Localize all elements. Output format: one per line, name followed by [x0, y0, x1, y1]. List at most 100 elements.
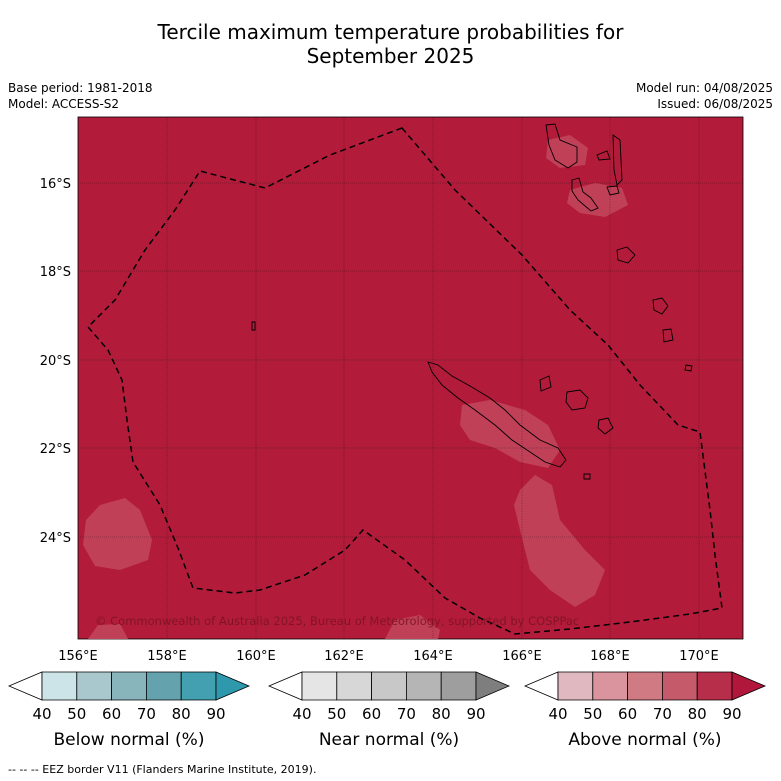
- vanuatu-small-2: [612, 134, 623, 186]
- colorbar-tick-label: 70: [396, 705, 416, 723]
- colorbar-tick-label: 60: [618, 705, 638, 723]
- patch-vanuatu-north: [546, 135, 588, 168]
- colorbar-tick-label: 40: [292, 705, 312, 723]
- colorbar-tick-label: 80: [687, 705, 707, 723]
- colorbar-tick-label: 70: [652, 705, 672, 723]
- lat-tick-label: 24°S: [40, 531, 71, 546]
- colorbar-swatch: [406, 671, 442, 701]
- patch-south-east: [514, 475, 605, 607]
- colorbar-swatch: [111, 671, 147, 701]
- colorbar-swatch: [440, 671, 477, 701]
- lat-tick-label: 20°S: [40, 354, 71, 369]
- colorbar: [268, 671, 510, 701]
- lon-tick-label: 156°E: [58, 649, 98, 664]
- colorbar-label: Below normal (%): [53, 730, 205, 750]
- colorbar-swatch: [371, 671, 407, 701]
- colorbar-swatch: [731, 671, 766, 701]
- vanuatu-small-5: [684, 364, 693, 372]
- patch-bottom-left: [88, 624, 128, 639]
- colorbar: [8, 671, 250, 701]
- colorbar-tick-label: 60: [362, 705, 382, 723]
- vanuatu-espiritu-santo: [545, 123, 578, 169]
- lon-tick-label: 162°E: [324, 649, 364, 664]
- lon-tick-label: 158°E: [147, 649, 187, 664]
- colorbar-swatch: [76, 671, 112, 701]
- colorbar-swatch: [662, 671, 698, 701]
- lon-tick-label: 168°E: [590, 649, 630, 664]
- colorbar-tick-label: 90: [722, 705, 742, 723]
- lat-tick-label: 16°S: [40, 177, 71, 192]
- vanuatu-tanna: [652, 297, 669, 315]
- colorbar-swatch: [627, 671, 663, 701]
- lon-tick-label: 170°E: [679, 649, 719, 664]
- colorbar-tick-label: 60: [102, 705, 122, 723]
- lat-tick-label: 22°S: [40, 442, 71, 457]
- colorbar-swatch: [180, 671, 217, 701]
- title-line-1: Tercile maximum temperature probabilitie…: [157, 20, 624, 44]
- colorbar-swatch: [557, 671, 594, 701]
- patch-bottom: [385, 615, 440, 639]
- colorbar-tick-label: 50: [327, 705, 347, 723]
- colorbar-swatch: [475, 671, 510, 701]
- vanuatu-small-3: [606, 185, 620, 196]
- eez-legend-footer: -- -- -- EEZ border V11 (Flanders Marine…: [8, 763, 317, 776]
- title-line-2: September 2025: [306, 44, 475, 68]
- graticule: [78, 117, 743, 639]
- vanuatu-malekula: [571, 177, 599, 212]
- colorbar-tick-label: 40: [548, 705, 568, 723]
- model-run: Model run: 04/08/2025: [635, 81, 773, 95]
- vanuatu-small-1: [596, 150, 611, 161]
- colorbar-ticks: 40 50 60 70 80 90: [524, 705, 766, 725]
- colorbar-swatch: [696, 671, 733, 701]
- base-period: Base period: 1981-2018: [8, 81, 153, 95]
- landmasses: [251, 123, 693, 480]
- eez-border: [86, 127, 723, 635]
- colorbar-tick-label: 40: [32, 705, 52, 723]
- colorbar-swatch: [41, 671, 78, 701]
- walpole-islet: [583, 473, 591, 480]
- colorbar-swatch: [146, 671, 182, 701]
- loyalty-island-1: [565, 389, 589, 411]
- lon-tick-label: 164°E: [413, 649, 453, 664]
- colorbar-tick-label: 90: [466, 705, 486, 723]
- probability-patches: [83, 135, 628, 639]
- copyright-text: © Commonwealth of Australia 2025, Bureau…: [95, 614, 579, 628]
- issued-date: Issued: 06/08/2025: [657, 97, 773, 111]
- colorbar-tick-label: 80: [431, 705, 451, 723]
- meta-right: Model run: 04/08/2025 Issued: 06/08/2025: [636, 80, 773, 112]
- axis-labels: 156°E 158°E 160°E 162°E 164°E 166°E 168°E 170°E…: [40, 177, 719, 664]
- colorbar-tick-label: 50: [583, 705, 603, 723]
- colorbar-ticks: 40 50 60 70 80 90: [8, 705, 250, 725]
- lon-tick-label: 166°E: [502, 649, 542, 664]
- colorbar-label: Near normal (%): [318, 730, 460, 750]
- colorbar-tick-label: 50: [67, 705, 87, 723]
- patch-vanuatu-mid: [567, 183, 628, 217]
- map-background: [77, 116, 744, 640]
- vanuatu-small-4: [662, 328, 674, 343]
- chesterfield-islet: [251, 321, 256, 331]
- meta-left: Base period: 1981-2018 Model: ACCESS-S2: [8, 80, 153, 112]
- lon-tick-label: 160°E: [236, 649, 276, 664]
- colorbar-tick-label: 70: [136, 705, 156, 723]
- model-name: Model: ACCESS-S2: [8, 97, 120, 111]
- colorbar-swatch: [592, 671, 628, 701]
- colorbar-tick-label: 90: [206, 705, 226, 723]
- colorbar-swatch: [8, 671, 43, 701]
- colorbar: [524, 671, 766, 701]
- loyalty-island-3: [539, 375, 552, 392]
- colorbar-swatch: [336, 671, 372, 701]
- colorbar-ticks: 40 50 60 70 80 90: [268, 705, 510, 725]
- map-title: Tercile maximum temperature probabilitie…: [0, 20, 781, 68]
- colorbar-swatch: [301, 671, 338, 701]
- colorbar-swatch: [524, 671, 559, 701]
- colorbar-label: Above normal (%): [568, 730, 722, 750]
- new-caledonia-island: [427, 361, 567, 468]
- colorbar-swatch: [215, 671, 250, 701]
- lat-tick-label: 18°S: [40, 265, 71, 280]
- vanuatu-efate: [616, 246, 636, 264]
- colorbar-swatch: [268, 671, 303, 701]
- loyalty-island-2: [597, 417, 614, 435]
- colorbar-tick-label: 80: [171, 705, 191, 723]
- patch-west: [83, 498, 152, 570]
